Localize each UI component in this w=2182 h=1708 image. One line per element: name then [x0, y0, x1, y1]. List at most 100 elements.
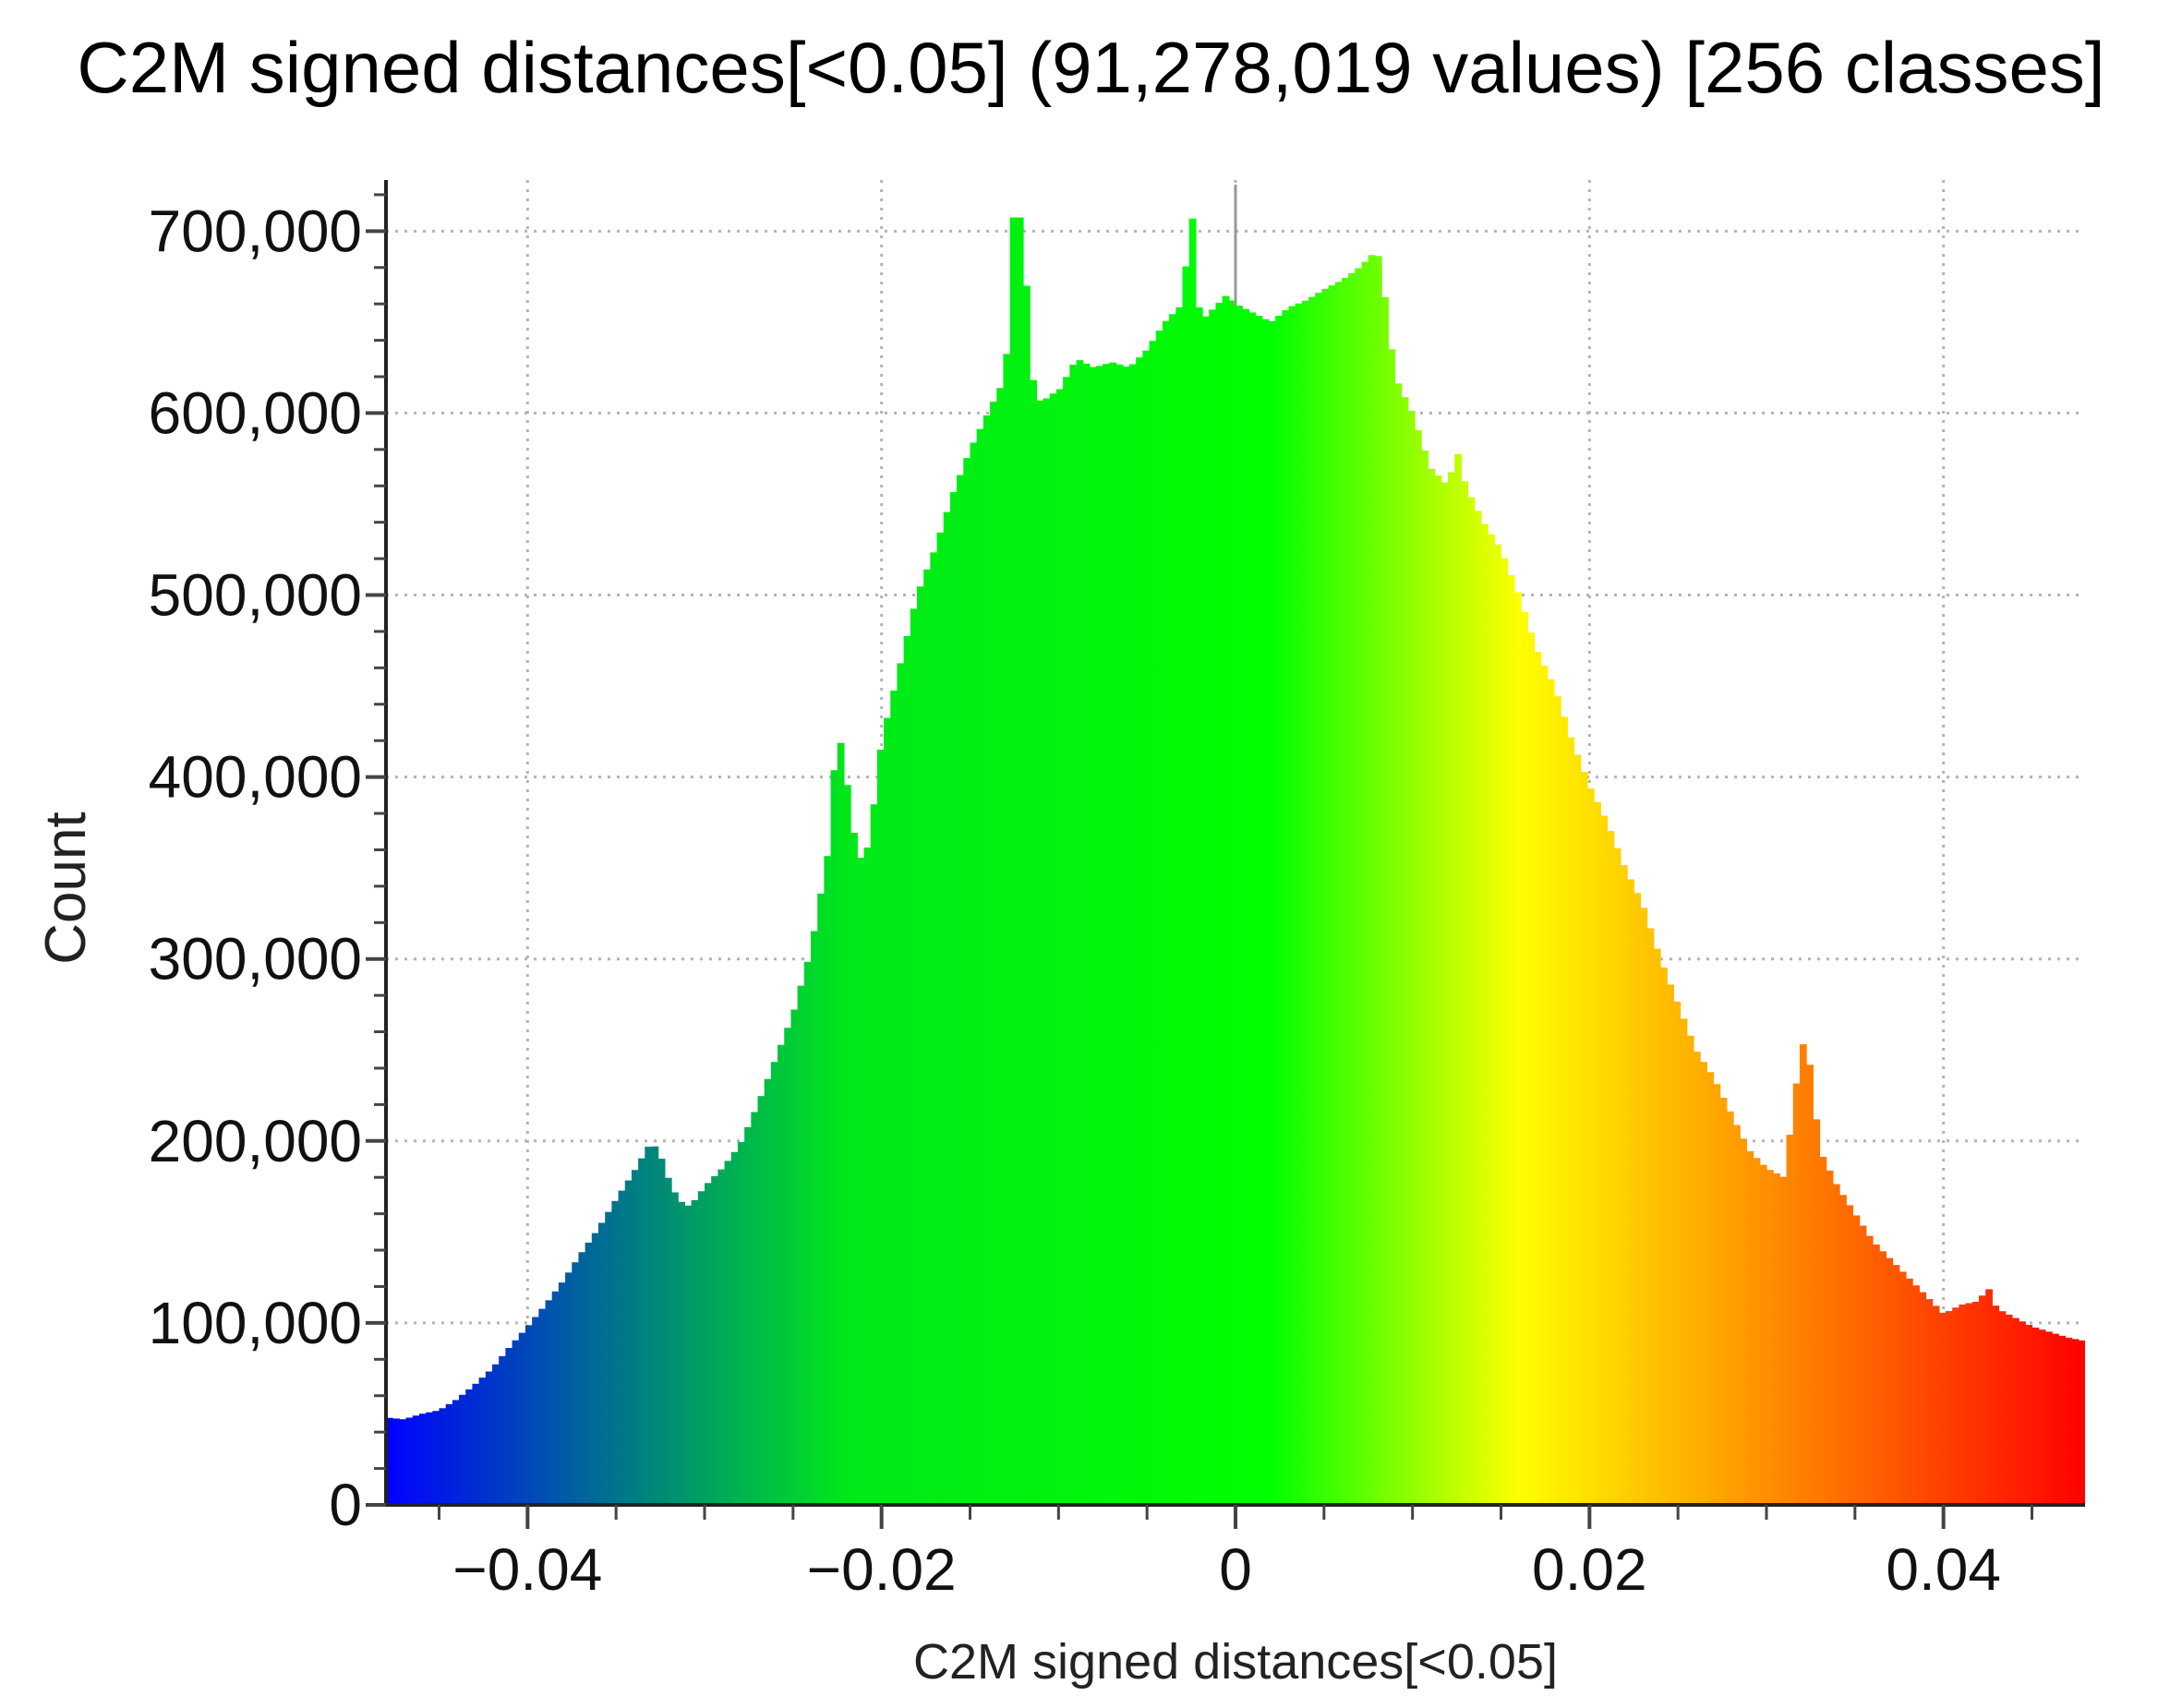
- histogram-bar: [803, 961, 812, 1505]
- histogram-bar: [1474, 511, 1482, 1505]
- y-tick-label: 200,000: [149, 1108, 362, 1174]
- histogram-bar: [843, 785, 851, 1505]
- histogram-bar: [492, 1364, 500, 1505]
- histogram-bar: [1501, 558, 1509, 1505]
- histogram-bar: [1959, 1304, 1967, 1505]
- y-tick-label: 300,000: [149, 926, 362, 992]
- histogram-bar: [524, 1325, 533, 1505]
- histogram-bar: [1799, 1044, 1807, 1505]
- histogram-bar: [870, 804, 878, 1505]
- histogram-bar: [2025, 1324, 2033, 1505]
- histogram-bar: [631, 1170, 639, 1505]
- histogram-bar: [737, 1142, 745, 1505]
- histogram-bar: [1580, 772, 1588, 1505]
- histogram-bar: [1826, 1170, 1834, 1505]
- histogram-bar: [824, 856, 832, 1505]
- x-axis-label: C2M signed distances[<0.05]: [913, 1634, 1558, 1690]
- y-axis-label: Count: [34, 812, 98, 964]
- histogram-bar: [1348, 272, 1356, 1505]
- histogram-bar: [2005, 1314, 2013, 1505]
- histogram-bar: [1873, 1244, 1880, 1505]
- histogram-bar: [1759, 1164, 1767, 1505]
- histogram-bar: [1547, 679, 1555, 1505]
- histogram-bar: [432, 1411, 440, 1505]
- histogram-bar: [778, 1044, 785, 1505]
- histogram-bar: [1082, 363, 1091, 1505]
- histogram-bar: [1726, 1111, 1734, 1505]
- histogram-bar: [1965, 1303, 1973, 1505]
- histogram-bar: [1115, 364, 1124, 1505]
- y-tick-label: 600,000: [149, 379, 362, 446]
- histogram-bar: [1063, 377, 1070, 1505]
- histogram-bar: [730, 1151, 739, 1505]
- histogram-bar: [1142, 350, 1151, 1505]
- histogram-bar: [2052, 1333, 2059, 1505]
- histogram-bar: [751, 1112, 759, 1505]
- histogram-bar: [1680, 1018, 1688, 1505]
- x-tick-label: 0: [1219, 1536, 1252, 1603]
- histogram-bar: [1434, 475, 1442, 1505]
- histogram-bar: [2038, 1329, 2046, 1505]
- histogram-bar: [1301, 300, 1309, 1505]
- histogram-bar: [399, 1419, 407, 1505]
- histogram-bar: [1023, 285, 1031, 1505]
- histogram-bar: [1055, 389, 1064, 1505]
- histogram-bar: [830, 770, 838, 1505]
- histogram-bar: [1261, 319, 1270, 1505]
- histogram-bar: [1255, 316, 1263, 1505]
- histogram-bar: [412, 1415, 420, 1505]
- histogram-bar: [664, 1177, 672, 1505]
- histogram-bar: [1441, 482, 1449, 1505]
- histogram-bar: [558, 1282, 566, 1505]
- x-axis-ticks: −0.04 −0.02 0 0.02 0.04: [438, 1505, 2033, 1603]
- histogram-bar: [2058, 1335, 2067, 1505]
- histogram-bar: [1368, 255, 1376, 1505]
- histogram-bar: [532, 1317, 539, 1505]
- histogram-bar: [1248, 312, 1257, 1505]
- histogram-bar: [518, 1332, 526, 1505]
- histogram-bar: [811, 931, 818, 1505]
- histogram-bar: [917, 586, 924, 1505]
- histogram-bar: [1693, 1052, 1701, 1505]
- histogram-bar: [1242, 308, 1249, 1505]
- histogram-bar: [1182, 266, 1190, 1505]
- histogram-bar: [1228, 300, 1236, 1505]
- histogram-bar: [1169, 314, 1176, 1505]
- histogram-bar: [1162, 320, 1170, 1505]
- histogram-bar: [957, 475, 964, 1505]
- histogram-bar: [1899, 1271, 1907, 1505]
- histogram-bar: [1646, 928, 1655, 1505]
- histogram-bar: [1740, 1138, 1748, 1505]
- histogram-bar: [1594, 801, 1601, 1505]
- histogram-bar: [976, 428, 984, 1505]
- histogram-bar: [1979, 1295, 1986, 1505]
- histogram-bar: [724, 1161, 732, 1505]
- histogram-bar: [1461, 481, 1469, 1505]
- histogram-bar: [545, 1300, 553, 1505]
- histogram-bar: [1706, 1072, 1715, 1505]
- y-tick-label: 500,000: [149, 562, 362, 629]
- histogram-bar: [1713, 1084, 1721, 1505]
- histogram-bar: [2044, 1331, 2053, 1505]
- histogram-bar: [1846, 1205, 1854, 1505]
- histogram-bar: [970, 442, 978, 1505]
- histogram-bar: [1188, 218, 1197, 1505]
- histogram-bar: [1394, 383, 1403, 1505]
- histogram-bar: [1561, 716, 1568, 1505]
- histogram-bar: [1905, 1278, 1913, 1505]
- histogram-bar: [850, 832, 858, 1505]
- histogram-bar: [1627, 879, 1634, 1505]
- histogram-bar: [1753, 1158, 1761, 1505]
- histogram-bar: [1813, 1119, 1821, 1505]
- histogram-bar: [1454, 453, 1462, 1505]
- histogram-bar: [2078, 1340, 2085, 1505]
- histogram-bar: [1328, 285, 1336, 1505]
- histogram-bar: [2011, 1317, 2019, 1505]
- histogram-bar: [1613, 848, 1621, 1505]
- histogram-bar: [1534, 652, 1542, 1505]
- histogram-bar: [2019, 1321, 2026, 1505]
- histogram-bar: [605, 1211, 612, 1505]
- histogram-bar: [884, 717, 891, 1505]
- histogram-bar: [983, 415, 991, 1505]
